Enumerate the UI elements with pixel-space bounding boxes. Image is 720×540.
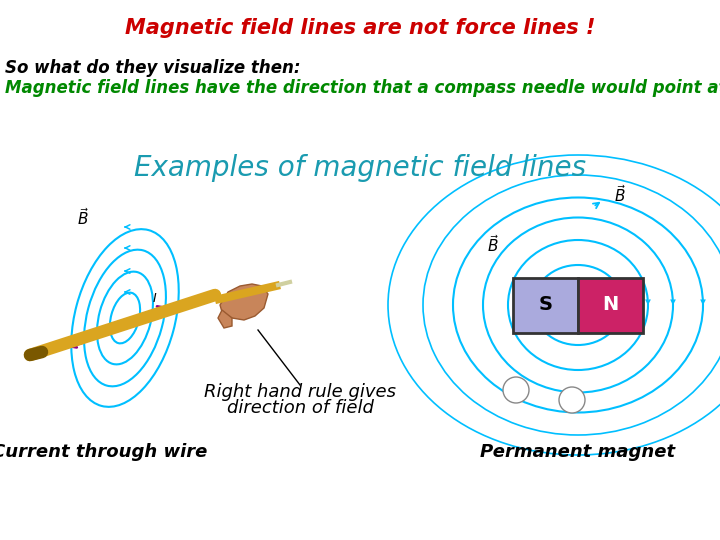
Text: Permanent magnet: Permanent magnet bbox=[480, 443, 675, 461]
Text: $\vec{B}$: $\vec{B}$ bbox=[487, 234, 499, 255]
Text: Current through wire: Current through wire bbox=[0, 443, 207, 461]
Text: S: S bbox=[539, 295, 553, 314]
FancyBboxPatch shape bbox=[578, 278, 643, 333]
Text: Magnetic field lines are not force lines !: Magnetic field lines are not force lines… bbox=[125, 18, 595, 38]
Text: $\vec{B}$: $\vec{B}$ bbox=[614, 185, 626, 206]
Text: Right hand rule gives: Right hand rule gives bbox=[204, 383, 396, 401]
Text: Examples of magnetic field lines: Examples of magnetic field lines bbox=[134, 154, 586, 182]
Text: So what do they visualize then:: So what do they visualize then: bbox=[5, 59, 300, 77]
FancyBboxPatch shape bbox=[513, 278, 578, 333]
Polygon shape bbox=[218, 310, 232, 328]
Polygon shape bbox=[220, 284, 268, 320]
Text: I: I bbox=[153, 292, 157, 305]
Circle shape bbox=[559, 387, 585, 413]
Text: direction of field: direction of field bbox=[227, 399, 374, 417]
Text: $\vec{B}$: $\vec{B}$ bbox=[77, 207, 89, 228]
Text: N: N bbox=[602, 295, 618, 314]
Circle shape bbox=[503, 377, 529, 403]
Text: Magnetic field lines have the direction that a compass needle would point at eac: Magnetic field lines have the direction … bbox=[5, 79, 720, 97]
